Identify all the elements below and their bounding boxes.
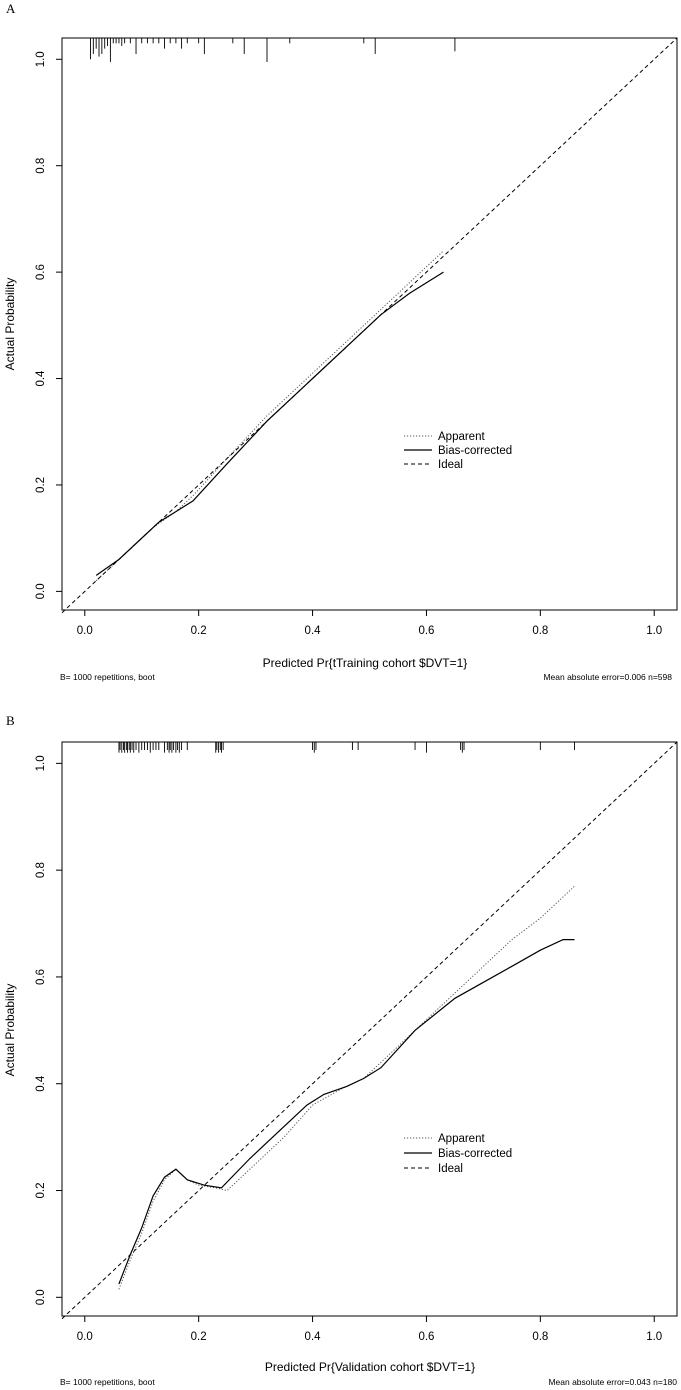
series-line-bias-corrected-b xyxy=(118,938,575,1285)
y-tick-label: 0.0 xyxy=(35,583,47,599)
x-axis-b: 0.0 0.2 0.4 0.6 0.8 1.0 xyxy=(77,1316,662,1343)
series-a xyxy=(61,37,678,614)
x-tick-label: 0.8 xyxy=(532,625,548,637)
y-tick-label: 0.0 xyxy=(35,1289,47,1305)
series-line-apparent-a xyxy=(95,250,444,582)
y-axis-a: 0.0 0.2 0.4 0.6 0.8 1.0 xyxy=(35,51,62,599)
y-tick-label: 0.2 xyxy=(35,477,47,493)
panel-b: B 0.0 0.2 0.4 0.6 0.8 1.0 0.00.20.40.60.81.0 … xyxy=(3,713,678,1387)
series-line-ideal-b xyxy=(61,741,678,1320)
series-line-bias-corrected-a xyxy=(95,271,444,576)
panel-a: A 0.0 0.2 0.4 0.6 0.8 1.0 0.00.20.40.60.81.0 … xyxy=(3,1,678,682)
y-tick-label: 0.4 xyxy=(35,1075,47,1092)
series-line-apparent-b xyxy=(118,885,575,1290)
plot-frame-b xyxy=(61,741,678,1317)
panel-label-b: B xyxy=(6,713,15,728)
y-axis-label-a: Actual Probability xyxy=(3,278,17,371)
series-b xyxy=(61,741,678,1320)
legend-label-apparent-a: Apparent xyxy=(438,431,485,443)
y-tick-label: 0.8 xyxy=(35,158,47,174)
y-axis-b: 0.0 0.2 0.4 0.6 0.8 1.0 xyxy=(35,755,62,1305)
y-tick-label: 0.6 xyxy=(35,969,47,985)
x-axis-a: 0.0 0.2 0.4 0.6 0.8 1.0 xyxy=(77,610,662,637)
legend-label-apparent-b: Apparent xyxy=(438,1133,485,1145)
legend-a: Apparent Bias-corrected Ideal xyxy=(404,431,512,471)
y-axis-label-b: Actual Probability xyxy=(3,984,17,1077)
series-line-ideal-a xyxy=(61,37,678,614)
x-tick-label: 0.6 xyxy=(418,1331,434,1343)
x-tick-label: 0.2 xyxy=(191,625,207,637)
x-tick-label: 0.6 xyxy=(418,625,434,637)
x-tick-label: 0.0 xyxy=(77,625,93,637)
y-tick-label: 0.6 xyxy=(35,264,47,280)
legend-label-ideal-b: Ideal xyxy=(438,1163,463,1175)
y-tick-label: 0.4 xyxy=(35,370,47,387)
y-tick-label: 0.2 xyxy=(35,1183,47,1199)
x-tick-label: 0.8 xyxy=(532,1331,548,1343)
x-tick-label: 0.0 xyxy=(77,1331,93,1343)
x-tick-label: 0.4 xyxy=(305,625,322,637)
legend-label-bias-corrected-b: Bias-corrected xyxy=(438,1148,512,1160)
y-tick-label: 1.0 xyxy=(35,51,47,67)
x-tick-label: 1.0 xyxy=(646,625,662,637)
legend-label-ideal-a: Ideal xyxy=(438,459,463,471)
footer-left-b: B= 1000 repetitions, boot xyxy=(60,1377,155,1387)
legend-label-bias-corrected-a: Bias-corrected xyxy=(438,445,512,457)
legend-b: Apparent Bias-corrected Ideal xyxy=(404,1133,512,1175)
rug-b xyxy=(118,742,575,753)
x-axis-label-a: Predicted Pr{tTraining cohort $DVT=1} xyxy=(263,656,468,670)
rug-a xyxy=(90,38,456,62)
y-tick-label: 0.8 xyxy=(35,862,47,878)
x-axis-label-b: Predicted Pr{Validation cohort $DVT=1} xyxy=(265,1360,475,1374)
x-tick-label: 0.2 xyxy=(191,1331,207,1343)
footer-right-a: Mean absolute error=0.006 n=598 xyxy=(543,672,672,682)
x-tick-label: 0.4 xyxy=(305,1331,322,1343)
footer-left-a: B= 1000 repetitions, boot xyxy=(60,672,155,682)
y-tick-label: 1.0 xyxy=(35,755,47,771)
x-tick-label: 1.0 xyxy=(646,1331,662,1343)
footer-right-b: Mean absolute error=0.043 n=180 xyxy=(548,1377,677,1387)
plot-frame-a xyxy=(61,37,678,611)
panel-label-a: A xyxy=(6,1,16,16)
